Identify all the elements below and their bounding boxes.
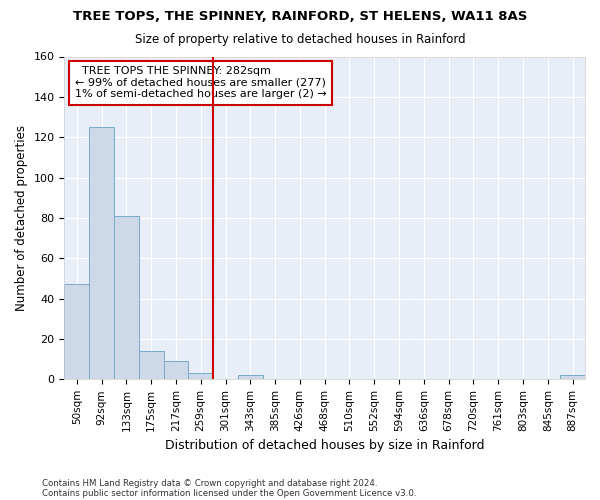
Bar	[139, 351, 164, 380]
X-axis label: Distribution of detached houses by size in Rainford: Distribution of detached houses by size …	[165, 440, 484, 452]
Text: TREE TOPS, THE SPINNEY, RAINFORD, ST HELENS, WA11 8AS: TREE TOPS, THE SPINNEY, RAINFORD, ST HEL…	[73, 10, 527, 23]
Text: Contains HM Land Registry data © Crown copyright and database right 2024.: Contains HM Land Registry data © Crown c…	[42, 478, 377, 488]
Text: Contains public sector information licensed under the Open Government Licence v3: Contains public sector information licen…	[42, 488, 416, 498]
Bar	[89, 127, 114, 380]
Bar	[64, 284, 89, 380]
Text: Size of property relative to detached houses in Rainford: Size of property relative to detached ho…	[134, 32, 466, 46]
Bar	[114, 216, 139, 380]
Bar	[560, 376, 585, 380]
Bar	[238, 376, 263, 380]
Bar	[188, 374, 213, 380]
Bar	[164, 361, 188, 380]
Text: TREE TOPS THE SPINNEY: 282sqm  
← 99% of detached houses are smaller (277)
1% of: TREE TOPS THE SPINNEY: 282sqm ← 99% of d…	[75, 66, 326, 100]
Y-axis label: Number of detached properties: Number of detached properties	[15, 125, 28, 311]
